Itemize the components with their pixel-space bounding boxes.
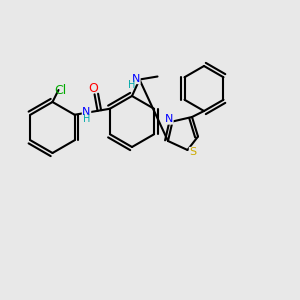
Text: H: H <box>128 80 136 90</box>
Text: S: S <box>189 147 197 158</box>
Text: N: N <box>82 107 91 117</box>
Text: N: N <box>132 74 140 84</box>
Text: Cl: Cl <box>54 83 66 97</box>
Text: O: O <box>88 82 98 95</box>
Text: H: H <box>83 114 90 124</box>
Text: N: N <box>165 114 173 124</box>
